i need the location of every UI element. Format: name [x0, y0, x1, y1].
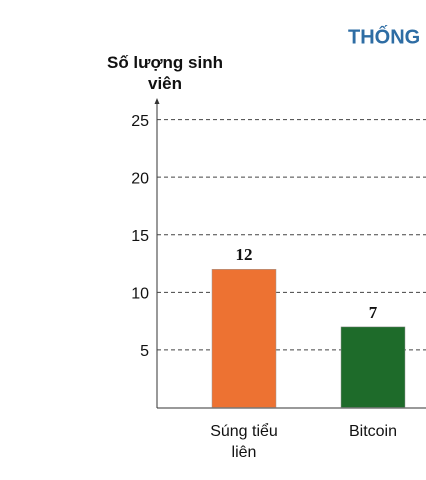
- y-tick-label: 20: [131, 170, 149, 187]
- y-axis-label: Số lượng sinh viên: [106, 53, 223, 93]
- chart-title: THỐNG: [348, 24, 420, 48]
- y-tick-label: 5: [140, 343, 149, 360]
- axis-arrow: [154, 98, 160, 104]
- data-label: 12: [236, 245, 253, 264]
- bar: [340, 326, 406, 408]
- data-label: 7: [369, 303, 378, 322]
- y-tick-label: 15: [131, 228, 149, 245]
- bar: [211, 269, 277, 408]
- x-tick-label: Súng tiểu liên: [210, 423, 278, 461]
- x-tick-label: Bitcoin: [348, 423, 398, 440]
- y-tick-label: 10: [131, 286, 149, 303]
- y-tick-label: 25: [131, 113, 149, 130]
